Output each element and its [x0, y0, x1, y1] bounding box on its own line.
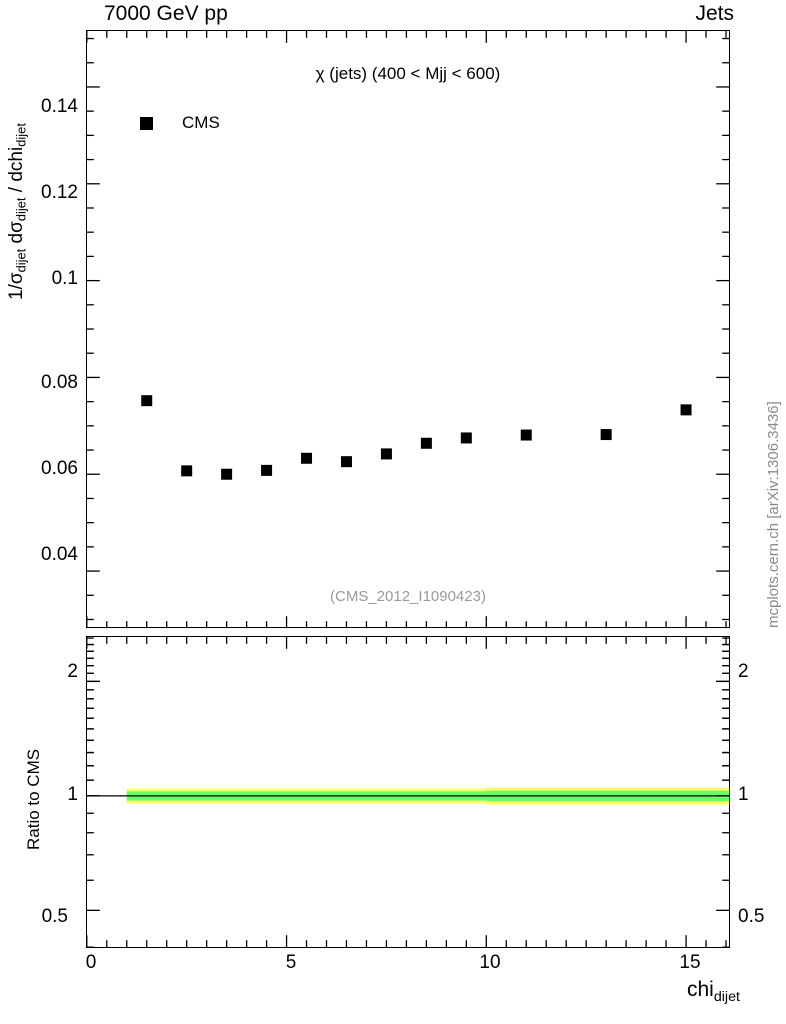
y-tick-ratio-left-1: 1: [67, 784, 78, 805]
legend: CMS: [140, 113, 220, 133]
y-tick-ratio-left-0.5: 0.5: [41, 906, 68, 927]
ratio-plot-area: [86, 636, 730, 948]
header-analysis-label: Jets: [695, 2, 734, 25]
legend-label-cms: CMS: [182, 113, 220, 132]
y-tick-ratio-left-2: 2: [67, 661, 78, 682]
y-tick-ratio-right-1: 1: [738, 784, 749, 805]
main-plot-area: [86, 30, 730, 628]
y-tick-main-0.14: 0.14: [41, 96, 78, 117]
x-tick-10: 10: [479, 952, 501, 973]
y-axis-label-ratio: Ratio to CMS: [24, 748, 43, 850]
plot-title: χ (jets) (400 < Mjj < 600): [315, 64, 501, 83]
y-tick-main-0.08: 0.08: [41, 372, 78, 393]
x-tick-15: 15: [679, 952, 701, 973]
y-tick-main-0.1: 0.1: [51, 268, 78, 289]
legend-marker-square-icon: [140, 116, 153, 130]
y-tick-main-0.06: 0.06: [41, 458, 78, 479]
y-tick-ratio-right-0.5: 0.5: [738, 906, 765, 927]
watermark-analysis-id: (CMS_2012_I1090423): [330, 588, 486, 605]
x-axis-label: chidijet: [686, 978, 740, 1005]
watermark-mcplots: mcplots.cern.ch [arXiv:1306.3436]: [765, 401, 782, 628]
y-tick-ratio-right-2: 2: [738, 661, 749, 682]
x-tick-5: 5: [285, 952, 297, 973]
y-tick-main-0.12: 0.12: [41, 182, 78, 203]
y-tick-main-0.04: 0.04: [41, 544, 78, 565]
header-beam-label: 7000 GeV pp: [104, 2, 228, 25]
x-tick-0: 0: [85, 952, 97, 973]
